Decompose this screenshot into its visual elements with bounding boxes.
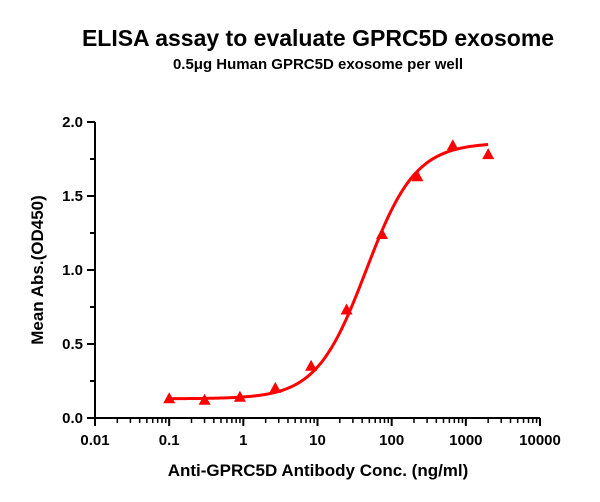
y-axis-title: Mean Abs.(OD450) xyxy=(28,195,47,345)
data-points xyxy=(163,139,495,405)
y-tick-label: 2.0 xyxy=(62,114,83,131)
x-tick-label: 1 xyxy=(239,432,247,449)
data-point-triangle xyxy=(411,170,424,182)
y-tick-label: 1.0 xyxy=(62,262,83,279)
data-point-triangle xyxy=(269,381,282,393)
data-point-triangle xyxy=(482,148,495,160)
data-point-triangle xyxy=(340,303,353,315)
y-axis: 0.0 0.5 1.0 1.5 2.0 xyxy=(62,114,96,427)
x-tick-label: 10000 xyxy=(519,432,561,449)
y-tick-label: 0.5 xyxy=(62,336,83,353)
x-tick-label: 0.1 xyxy=(159,432,180,449)
data-point-triangle xyxy=(233,390,246,402)
x-tick-label: 10 xyxy=(309,432,326,449)
x-tick-label: 100 xyxy=(379,432,404,449)
data-point-triangle xyxy=(198,393,211,405)
x-axis-title: Anti-GPRC5D Antibody Conc. (ng/ml) xyxy=(168,461,469,480)
x-tick-label: 0.01 xyxy=(80,432,109,449)
y-tick-label: 1.5 xyxy=(62,188,83,205)
x-tick-label: 1000 xyxy=(449,432,482,449)
fit-curve xyxy=(169,143,489,401)
data-point-triangle xyxy=(446,139,459,151)
data-point-triangle xyxy=(376,228,388,239)
data-point-triangle xyxy=(305,359,318,371)
data-point-triangle xyxy=(163,392,176,404)
chart-title: ELISA assay to evaluate GPRC5D exosome xyxy=(82,25,554,51)
chart-subtitle: 0.5μg Human GPRC5D exosome per well xyxy=(173,56,463,73)
x-axis: 0.01 0.1 1 10 100 1000 10000 xyxy=(80,417,561,449)
y-tick-label: 0.0 xyxy=(62,410,83,427)
